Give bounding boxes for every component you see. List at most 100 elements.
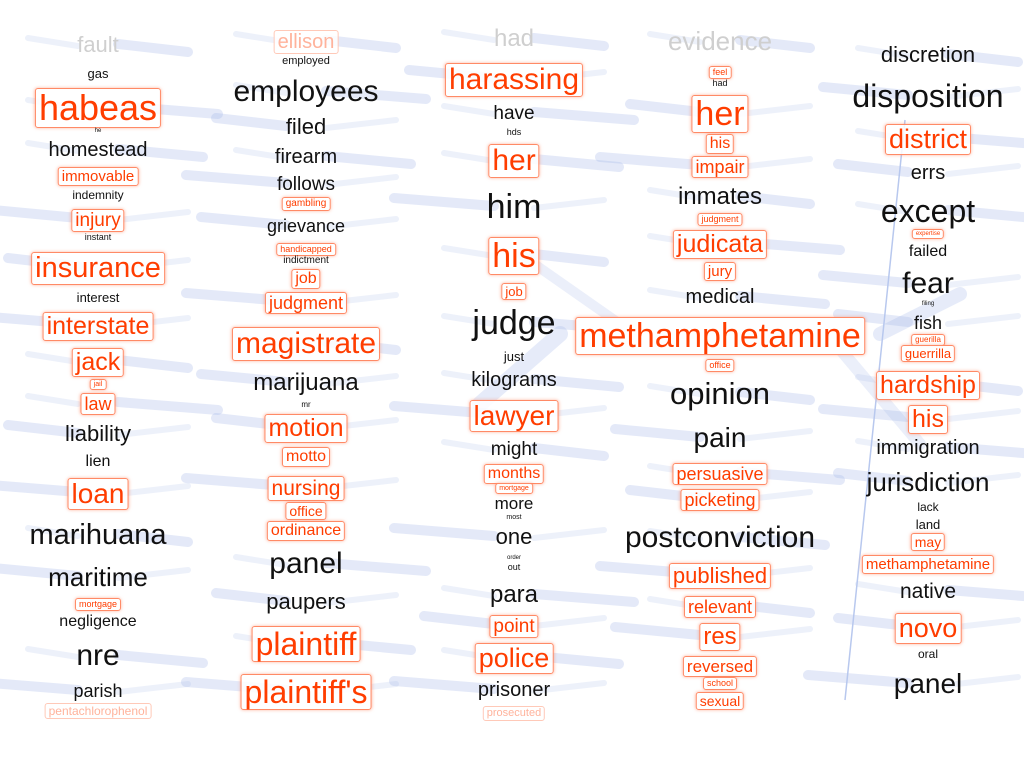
word-plaintiff-s[interactable]: plaintiff's [240,674,372,710]
word-disposition[interactable]: disposition [852,78,1004,114]
word-hardship[interactable]: hardship [876,370,980,400]
word-indemnity[interactable]: indemnity [72,188,124,202]
word-mr[interactable]: mr [301,400,311,409]
word-jail[interactable]: jail [89,378,107,390]
word-fault[interactable]: fault [77,32,119,57]
word-he[interactable]: he [94,128,102,134]
word-injury[interactable]: injury [71,208,125,232]
word-out[interactable]: out [507,561,521,572]
focus-word-methamphetamine[interactable]: methamphetamine [575,317,865,355]
word-jack[interactable]: jack [71,347,125,377]
word-jurisdiction[interactable]: jurisdiction [866,467,990,497]
word-months[interactable]: months [483,464,545,484]
word-parish[interactable]: parish [73,681,123,701]
word-indictment[interactable]: indictment [283,255,329,266]
word-school[interactable]: school [702,676,738,690]
word-her[interactable]: her [488,144,540,178]
word-motto[interactable]: motto [281,447,331,467]
word-ordinance[interactable]: ordinance [266,521,346,541]
word-marihuana[interactable]: marihuana [29,518,167,551]
word-reversed[interactable]: reversed [682,655,758,677]
word-feel[interactable]: feel [708,65,732,79]
word-except[interactable]: except [880,193,976,229]
word-job[interactable]: job [501,282,527,300]
word-interest[interactable]: interest [76,289,120,305]
word-law[interactable]: law [80,393,116,415]
word-may[interactable]: may [910,533,946,551]
word-insurance[interactable]: insurance [31,251,165,285]
word-more[interactable]: more [494,493,534,513]
word-marijuana[interactable]: marijuana [253,369,359,396]
word-postconviction[interactable]: postconviction [624,521,816,554]
word-office[interactable]: office [705,358,735,372]
word-medical[interactable]: medical [685,286,755,308]
word-employed[interactable]: employed [282,54,330,67]
word-most[interactable]: most [506,513,522,521]
word-pain[interactable]: pain [693,422,747,453]
word-grievance[interactable]: grievance [266,216,346,236]
word-negligence[interactable]: negligence [59,613,137,630]
word-oral[interactable]: oral [917,647,939,661]
word-him[interactable]: him [486,188,542,226]
word-habeas[interactable]: habeas [34,88,162,128]
word-interstate[interactable]: interstate [42,311,154,341]
word-evidence[interactable]: evidence [667,26,773,56]
word-prisoner[interactable]: prisoner [477,679,551,701]
word-prosecuted[interactable]: prosecuted [482,705,546,721]
word-filing[interactable]: filing [921,301,935,307]
word-immigration[interactable]: immigration [876,437,980,459]
word-published[interactable]: published [668,563,772,589]
word-nursing[interactable]: nursing [267,475,345,501]
word-have[interactable]: have [493,102,535,124]
word-guerrilla[interactable]: guerrilla [900,344,956,362]
word-firearm[interactable]: firearm [274,146,338,168]
word-loan[interactable]: loan [67,478,129,510]
word-lack[interactable]: lack [917,500,939,514]
word-follows[interactable]: follows [276,173,336,195]
word-opinion[interactable]: opinion [670,375,770,411]
word-harassing[interactable]: harassing [444,63,584,97]
word-gambling[interactable]: gambling [281,197,331,211]
word-point[interactable]: point [489,614,539,638]
word-relevant[interactable]: relevant [683,596,757,618]
word-magistrate[interactable]: magistrate [231,327,381,361]
word-his[interactable]: his [488,237,540,275]
word-panel[interactable]: panel [269,547,343,580]
word-office[interactable]: office [285,502,327,520]
word-his[interactable]: his [908,404,948,434]
word-mortgage[interactable]: mortgage [495,482,533,494]
word-job[interactable]: job [291,269,321,289]
word-native[interactable]: native [899,579,957,603]
word-instant[interactable]: instant [84,231,112,242]
word-judge[interactable]: judge [472,304,556,342]
word-district[interactable]: district [884,123,972,155]
word-impair[interactable]: impair [691,156,749,178]
word-order[interactable]: order [506,555,522,561]
word-land[interactable]: land [915,516,941,532]
word-immovable[interactable]: immovable [57,166,139,186]
word-liability[interactable]: liability [64,421,132,446]
word-discretion[interactable]: discretion [880,42,976,67]
word-might[interactable]: might [490,438,538,460]
word-inmates[interactable]: inmates [677,183,763,210]
word-pentachlorophenol[interactable]: pentachlorophenol [44,703,152,719]
word-lawyer[interactable]: lawyer [469,400,559,432]
word-judgment[interactable]: judgment [264,292,348,314]
word-had[interactable]: had [493,25,535,52]
word-gas[interactable]: gas [87,65,109,81]
word-her[interactable]: her [691,95,749,133]
word-had[interactable]: had [712,77,728,88]
word-expertise[interactable]: expertise [911,229,945,239]
word-maritime[interactable]: maritime [48,562,148,592]
word-nre[interactable]: nre [76,639,120,672]
word-jury[interactable]: jury [703,261,737,281]
word-methamphetamine[interactable]: methamphetamine [861,554,995,574]
word-judgment[interactable]: judgment [697,212,743,226]
word-para[interactable]: para [489,581,539,608]
word-sexual[interactable]: sexual [695,692,745,710]
word-his[interactable]: his [705,134,735,154]
word-errs[interactable]: errs [910,162,946,184]
word-motion[interactable]: motion [264,413,348,443]
word-homestead[interactable]: homestead [48,139,148,161]
word-one[interactable]: one [495,524,533,549]
